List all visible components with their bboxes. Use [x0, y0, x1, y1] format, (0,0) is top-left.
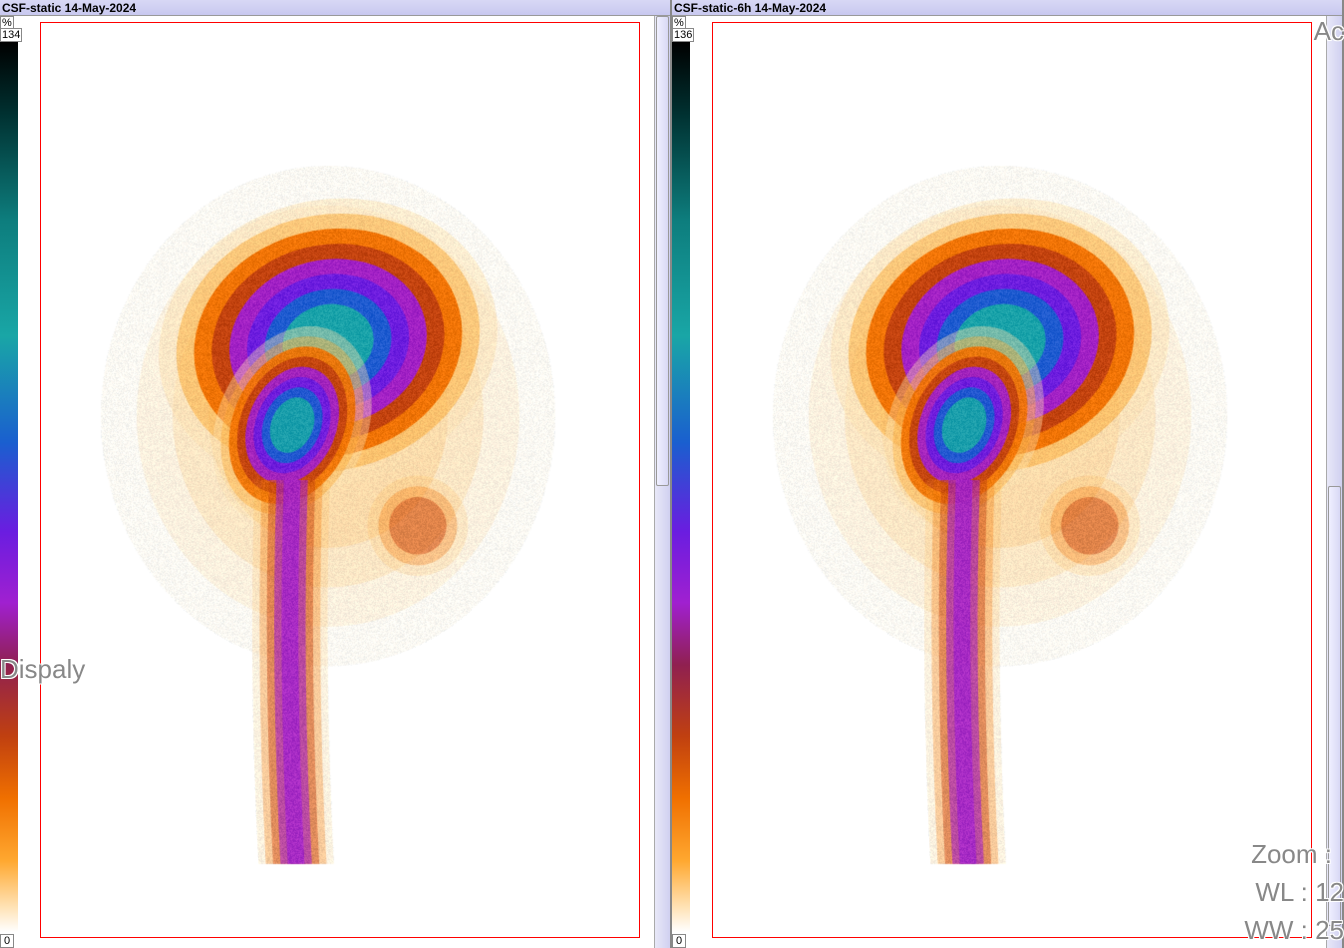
colorbar-left[interactable]: % 134 0: [0, 16, 18, 948]
scrollbar-right[interactable]: [1326, 16, 1342, 948]
colorbar-min-value: 0: [0, 934, 14, 948]
image-frame-right[interactable]: [712, 22, 1312, 938]
image-frame-left[interactable]: [40, 22, 640, 938]
colorbar-max-value: 134: [0, 28, 22, 42]
panel-right: CSF-static-6h 14-May-2024 % 136 0: [672, 0, 1344, 948]
viewer-area-left[interactable]: % 134 0: [0, 16, 670, 948]
scrollbar-left[interactable]: [654, 16, 670, 948]
scrollbar-thumb-left[interactable]: [656, 16, 669, 486]
scrollbar-thumb-right[interactable]: [1328, 486, 1341, 926]
colorbar-gradient: [0, 42, 18, 932]
panel-left: CSF-static 14-May-2024 % 134 0: [0, 0, 672, 948]
viewer-area-right[interactable]: % 136 0: [672, 16, 1342, 948]
colorbar-max-value: 136: [672, 28, 694, 42]
colorbar-right[interactable]: % 136 0: [672, 16, 690, 948]
scan-image-left: [41, 23, 639, 937]
viewer-container: CSF-static 14-May-2024 % 134 0 CSF-stati…: [0, 0, 1344, 948]
colorbar-gradient: [672, 42, 690, 932]
panel-title: CSF-static-6h 14-May-2024: [672, 0, 1342, 16]
panel-title: CSF-static 14-May-2024: [0, 0, 670, 16]
scan-image-right: [713, 23, 1311, 937]
colorbar-min-value: 0: [672, 934, 686, 948]
